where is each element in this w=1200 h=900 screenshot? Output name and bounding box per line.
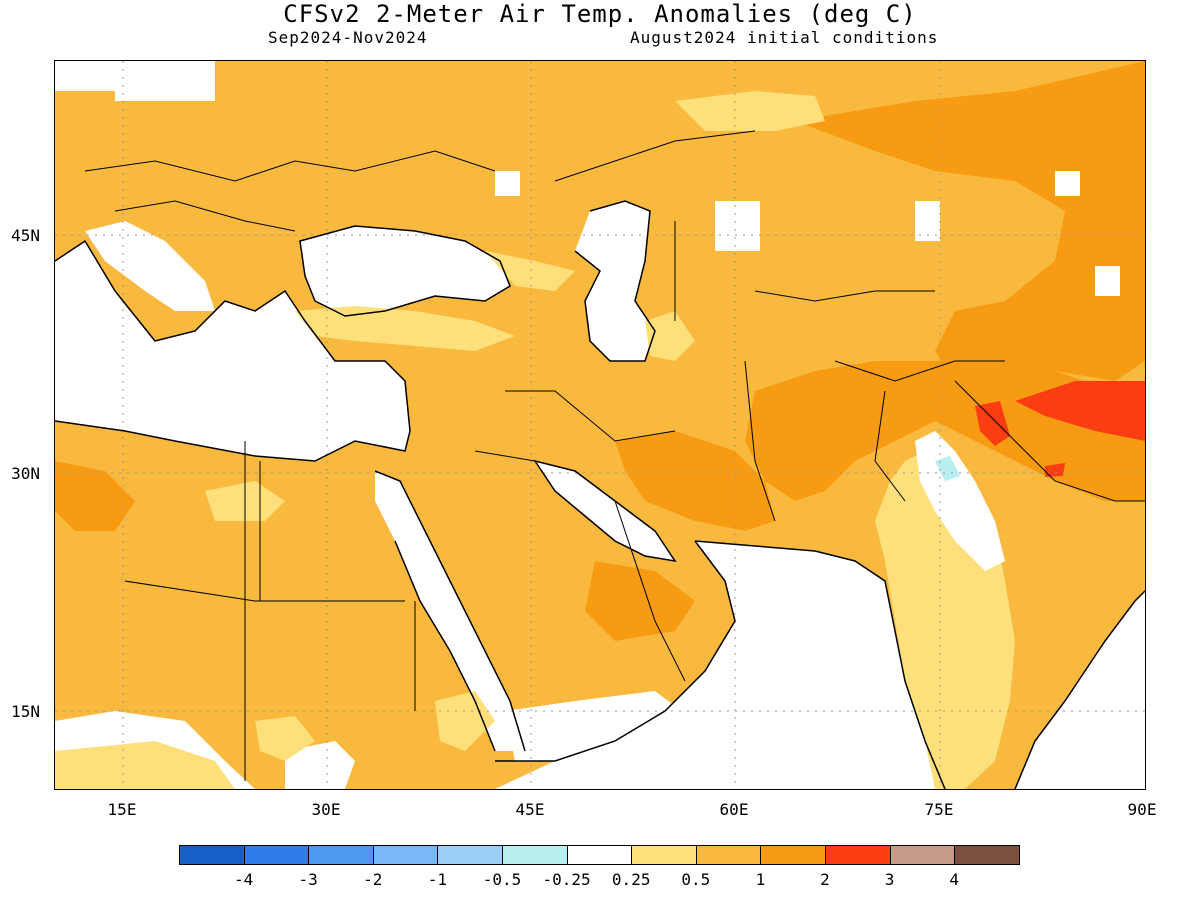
lat-label-45n: 45N xyxy=(11,226,40,245)
arabian-sea xyxy=(495,541,945,789)
country-borders xyxy=(84,130,1145,781)
lon-label-75e: 75E xyxy=(924,800,954,819)
anomaly-1to2-iran xyxy=(615,431,775,531)
colorbar-label: -2 xyxy=(363,870,383,889)
colorbar-label: 4 xyxy=(949,870,959,889)
persian-gulf xyxy=(535,461,675,561)
lon-label-15e: 15E xyxy=(107,800,137,819)
colorbar-label: -1 xyxy=(427,870,448,889)
anomaly-1to2-central-asia xyxy=(795,61,1145,381)
colorbar-label: -4 xyxy=(233,870,254,889)
lon-label-90e: 90E xyxy=(1127,800,1157,819)
colorbar-swatch xyxy=(179,845,245,865)
colorbar-swatch xyxy=(695,845,762,865)
red-sea xyxy=(375,471,525,751)
caspian-sea xyxy=(575,201,655,361)
colorbar-label: 0.5 xyxy=(681,870,711,889)
coastlines xyxy=(55,200,1145,789)
colorbar-label: 1 xyxy=(755,870,766,889)
mediterranean-sea xyxy=(55,241,410,461)
initial-conditions: August2024 initial conditions xyxy=(630,28,939,47)
lon-label-60e: 60E xyxy=(719,800,749,819)
bay-of-bengal xyxy=(1015,591,1145,789)
colorbar-label: -0.5 xyxy=(482,870,522,889)
colorbar-swatch xyxy=(437,845,503,865)
anomaly-1to2-himalaya xyxy=(745,351,1145,501)
anomaly-map xyxy=(54,60,1146,790)
colorbar-swatch xyxy=(825,845,891,865)
anomaly-neg-patch xyxy=(935,456,960,481)
lat-label-30n: 30N xyxy=(11,464,40,483)
colorbar-label: 3 xyxy=(884,870,895,889)
colorbar-swatch xyxy=(889,845,956,865)
colorbar-swatch xyxy=(954,845,1020,865)
lon-label-30e: 30E xyxy=(311,800,341,819)
colorbar-swatch xyxy=(631,845,697,865)
colorbar-swatch xyxy=(308,845,374,865)
colorbar-swatch xyxy=(372,845,439,865)
lon-label-45e: 45E xyxy=(515,800,545,819)
colorbar-label: 0.25 xyxy=(611,870,651,889)
anomaly-025to05-turkey xyxy=(295,306,515,351)
colorbar-swatch xyxy=(243,845,310,865)
black-sea xyxy=(300,226,510,316)
colorbar-swatch xyxy=(566,845,633,865)
map-title: CFSv2 2-Meter Air Temp. Anomalies (deg C… xyxy=(283,0,917,28)
colorbar-label: 2 xyxy=(820,870,830,889)
colorbar-swatch xyxy=(502,845,568,865)
colorbar-label: -3 xyxy=(298,870,318,889)
colorbar-swatch xyxy=(760,845,826,865)
colorbar-label: -0.25 xyxy=(542,870,591,889)
graticule xyxy=(55,61,1145,789)
anomaly-2to3-tibet xyxy=(1015,381,1145,441)
lat-label-15n: 15N xyxy=(11,702,40,721)
forecast-period: Sep2024-Nov2024 xyxy=(268,28,428,47)
